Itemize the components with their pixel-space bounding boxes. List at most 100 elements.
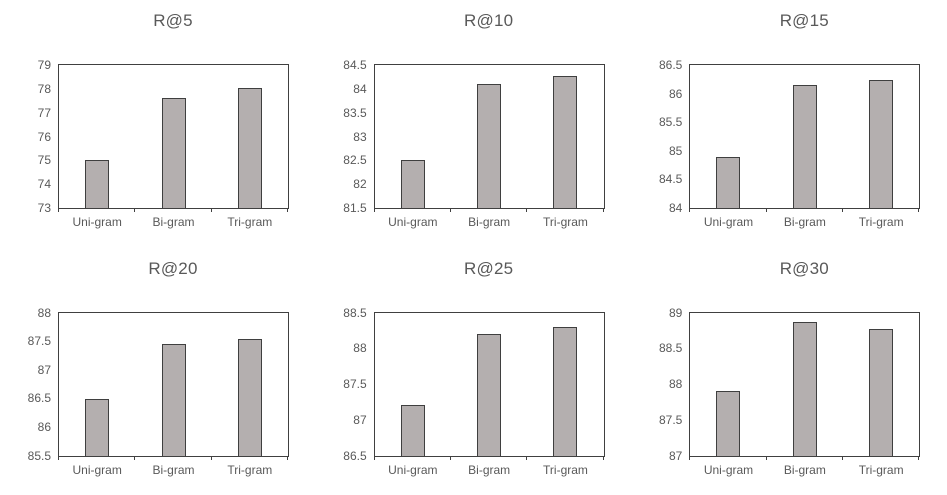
plot-area-r-at-15: 84 84.5 85 85.5 86 86.5 Uni-gram Bi-gram Tri-gra…: [659, 59, 921, 228]
y-tick-label: 86.5: [343, 448, 367, 463]
y-tick-label: 85.5: [27, 448, 51, 463]
y-tick-label: 79: [37, 58, 51, 72]
y-tick-label: 84.5: [343, 58, 367, 72]
x-category-label: Tri-gram: [858, 215, 904, 229]
y-tick-label: 82: [353, 177, 367, 192]
y-tick-label: 89: [668, 305, 683, 320]
x-category-label: Bi-gram: [468, 215, 511, 229]
bar-bi-gram: [477, 333, 502, 456]
chart-title-r-at-10: R@10: [464, 11, 514, 30]
x-tick-mark: [765, 208, 767, 212]
bar-bi-gram: [792, 321, 817, 456]
y-tick-label: 83.5: [343, 105, 367, 120]
y-tick-label: 83: [353, 129, 367, 144]
y-tick-label: 87.5: [343, 377, 367, 391]
chart-title-r-at-15: R@15: [779, 11, 829, 30]
y-tick-label: 85: [668, 143, 683, 158]
x-tick-mark: [58, 208, 59, 212]
x-category-label: Bi-gram: [468, 462, 511, 477]
y-tick-label: 86: [668, 86, 683, 101]
x-category-label: Tri-gram: [543, 215, 588, 229]
y-tick-label: 74: [37, 177, 51, 192]
bar-bi-gram: [161, 343, 186, 456]
x-tick-mark: [373, 455, 375, 460]
bar-tri-gram: [553, 75, 578, 208]
chart-title-r-at-20: R@20: [148, 258, 198, 278]
x-tick-mark: [449, 208, 451, 212]
x-tick-mark: [373, 208, 375, 212]
y-tick-label: 76: [37, 129, 51, 144]
bar-tri-gram: [869, 80, 894, 208]
bar-uni-gram: [400, 405, 425, 456]
x-category-label: Tri-gram: [543, 462, 588, 477]
y-tick-label: 77: [37, 105, 51, 120]
y-tick-label: 87: [353, 412, 367, 427]
x-tick-mark: [689, 208, 691, 212]
y-tick-label: 88: [353, 341, 367, 356]
x-tick-mark: [58, 455, 59, 460]
x-tick-mark: [602, 455, 604, 460]
bar-uni-gram: [400, 160, 425, 208]
chart-r-at-5: R@5 73 74 75 76 77 78 79 Uni-gram Bi-gram Tri-gra…: [0, 0, 316, 248]
y-tick-label: 85.5: [658, 115, 683, 130]
bar-bi-gram: [477, 84, 502, 208]
x-category-label: Uni-gram: [703, 462, 754, 477]
y-tick-label: 86.5: [658, 58, 683, 72]
x-tick-mark: [210, 455, 212, 460]
x-tick-mark: [526, 455, 528, 460]
bar-tri-gram: [237, 339, 262, 456]
bar-bi-gram: [792, 85, 817, 208]
plot-area-r-at-30: 87 87.5 88 88.5 89 Uni-gram Bi-gram Tri-gram: [659, 307, 921, 476]
y-tick-label: 73: [37, 201, 51, 215]
y-tick-label: 87.5: [27, 334, 51, 349]
chart-r-at-10: R@10 81.5 82 82.5 83 83.5 84 84.5 Uni-gram Bi-gr…: [316, 0, 632, 248]
x-tick-mark: [841, 455, 843, 460]
x-category-label: Tri-gram: [858, 462, 904, 477]
x-category-label: Bi-gram: [152, 215, 195, 229]
bar-tri-gram: [869, 328, 894, 456]
chart-title-r-at-25: R@25: [464, 258, 514, 278]
x-category-label: Tri-gram: [227, 462, 273, 477]
y-tick-label: 81.5: [343, 201, 367, 215]
x-category-label: Bi-gram: [783, 462, 826, 477]
y-tick-label: 84: [353, 81, 367, 96]
x-tick-mark: [287, 455, 288, 460]
bar-uni-gram: [85, 399, 110, 456]
x-category-label: Uni-gram: [388, 462, 438, 477]
y-tick-label: 75: [37, 153, 51, 168]
chart-r-at-15: R@15 84 84.5 85 85.5 86 86.5 Uni-gram Bi-gram Tr…: [631, 0, 947, 248]
y-tick-label: 84.5: [658, 172, 683, 187]
chart-r-at-30: R@30 87 87.5 88 88.5 89 Uni-gram Bi-gram Tri-gr…: [631, 248, 947, 495]
plot-area-r-at-25: 86.5 87 87.5 88 88.5 Uni-gram Bi-gram Tri-gram: [343, 307, 605, 476]
x-tick-mark: [210, 208, 212, 212]
bar-tri-gram: [553, 326, 578, 456]
x-tick-mark: [841, 208, 843, 212]
plot-area-r-at-20: 85.5 86 86.5 87 87.5 88 Uni-gram Bi-gram Tri-gra…: [28, 307, 289, 476]
plot-area-r-at-5: 73 74 75 76 77 78 79 Uni-gram Bi-gram Tri-gram: [38, 59, 289, 228]
y-tick-label: 78: [37, 81, 51, 96]
x-tick-mark: [449, 455, 451, 460]
plot-area-r-at-10: 81.5 82 82.5 83 83.5 84 84.5 Uni-gram Bi-gram Tri…: [343, 59, 605, 228]
bar-bi-gram: [161, 98, 186, 208]
x-category-label: Uni-gram: [388, 215, 438, 229]
x-category-label: Uni-gram: [72, 462, 122, 477]
chart-r-at-20: R@20 85.5 86 86.5 87 87.5 88 Uni-gram Bi-gram Tr…: [0, 248, 316, 495]
bar-tri-gram: [237, 87, 262, 208]
chart-title-r-at-30: R@30: [779, 258, 829, 278]
y-tick-label: 88.5: [343, 305, 367, 320]
y-tick-label: 82.5: [343, 153, 367, 168]
x-tick-mark: [602, 208, 604, 212]
bar-uni-gram: [716, 391, 741, 456]
x-tick-mark: [287, 208, 288, 212]
bar-uni-gram: [716, 156, 741, 208]
y-tick-label: 84: [668, 201, 683, 215]
x-tick-mark: [918, 455, 920, 460]
x-category-label: Uni-gram: [72, 215, 122, 229]
y-tick-label: 87: [37, 362, 51, 377]
x-category-label: Uni-gram: [703, 215, 754, 229]
y-tick-label: 88: [37, 305, 51, 320]
y-tick-label: 87.5: [658, 412, 683, 427]
y-tick-label: 86.5: [27, 391, 51, 406]
x-tick-mark: [134, 455, 136, 460]
